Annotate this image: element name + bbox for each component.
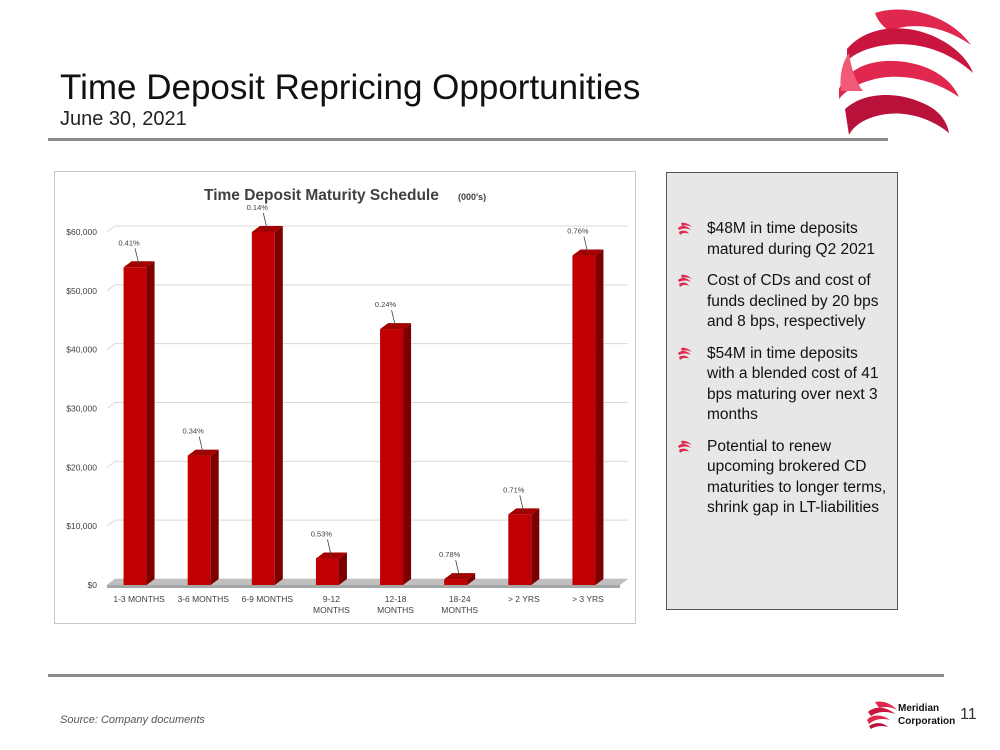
- bar-side: [146, 261, 155, 585]
- y-tick-label: $10,000: [66, 521, 97, 531]
- gridline: [106, 284, 628, 292]
- summary-bullet-4: Potential to renew upcoming brokered CD …: [677, 437, 887, 519]
- bar-front: [572, 255, 596, 585]
- data-label: 0.41%: [118, 238, 140, 247]
- summary-panel: $48M in time deposits matured during Q2 …: [666, 172, 898, 610]
- bar-front: [508, 514, 532, 585]
- x-tick-label: MONTHS: [377, 605, 414, 615]
- bar-front: [315, 558, 339, 585]
- summary-bullet-2: Cost of CDs and cost of funds declined b…: [677, 271, 887, 333]
- y-tick-label: $60,000: [66, 227, 97, 237]
- summary-bullet-text: Cost of CDs and cost of funds declined b…: [707, 272, 879, 330]
- data-label-leader: [583, 236, 589, 254]
- data-label: 0.34%: [183, 427, 205, 436]
- summary-bullet-1: $48M in time deposits matured during Q2 …: [677, 219, 887, 260]
- summary-bullet-text: Potential to renew upcoming brokered CD …: [707, 437, 887, 517]
- bar-front: [187, 455, 211, 585]
- x-tick-label: 1-3 MONTHS: [113, 594, 165, 604]
- chart-title: Time Deposit Maturity Schedule: [204, 187, 439, 204]
- bar-side: [467, 573, 476, 585]
- summary-bullet-text: $48M in time deposits matured during Q2 …: [707, 220, 876, 258]
- page-title: Time Deposit Repricing Opportunities: [60, 68, 641, 107]
- x-tick-label: 3-6 MONTHS: [177, 594, 229, 604]
- data-label: 0.53%: [311, 530, 333, 539]
- footer-company-line2: Corporation: [898, 716, 956, 727]
- page-subtitle: June 30, 2021: [60, 108, 187, 130]
- bar-side: [274, 226, 283, 585]
- data-label-leader: [327, 539, 332, 557]
- bar-front: [444, 579, 468, 585]
- y-tick-label: $20,000: [66, 462, 97, 472]
- x-tick-label: 18-24: [449, 594, 471, 604]
- bar-side: [338, 552, 347, 585]
- footer-company-name: Meridian Corporation: [898, 702, 955, 728]
- y-tick-label: $40,000: [66, 345, 97, 355]
- maturity-chart: Time Deposit Maturity Schedule (000's) $…: [54, 171, 636, 624]
- meridian-logo-icon: [839, 9, 973, 135]
- y-tick-label: $0: [88, 580, 98, 590]
- bar-side: [531, 508, 540, 585]
- x-tick-label: MONTHS: [441, 605, 478, 615]
- x-tick-label: 12-18: [385, 594, 407, 604]
- gridline: [106, 460, 628, 468]
- data-label-leader: [455, 560, 461, 578]
- gridline: [106, 402, 628, 409]
- data-label: 0.71%: [503, 485, 525, 494]
- x-tick-label: 6-9 MONTHS: [242, 594, 294, 604]
- summary-bullets: $48M in time deposits matured during Q2 …: [667, 173, 897, 519]
- bar-side: [403, 323, 412, 585]
- title-rule: [48, 138, 888, 141]
- data-label: 0.76%: [567, 227, 589, 236]
- data-label: 0.78%: [439, 550, 461, 559]
- data-label: 0.14%: [247, 203, 269, 212]
- chart-svg: Time Deposit Maturity Schedule (000's) $…: [66, 187, 628, 615]
- gridline: [106, 225, 628, 233]
- bar-front: [123, 267, 147, 585]
- bar-side: [595, 249, 604, 585]
- data-label-leader: [134, 248, 140, 266]
- data-label-leader: [262, 212, 268, 231]
- bullet-swirl-icon: [678, 274, 692, 287]
- summary-bullet-3: $54M in time deposits with a blended cos…: [677, 344, 887, 426]
- footer-company-line1: Meridian: [898, 703, 940, 714]
- gridline: [106, 519, 628, 527]
- bottom-rule: [48, 674, 944, 677]
- source-note: Source: Company documents: [60, 714, 205, 726]
- bar-side: [210, 449, 219, 585]
- gridline: [106, 343, 628, 351]
- data-label-leader: [198, 436, 204, 454]
- bar-front: [380, 329, 404, 585]
- bullet-swirl-icon: [678, 440, 692, 453]
- data-label-leader: [391, 309, 396, 328]
- summary-bullet-text: $54M in time deposits with a blended cos…: [707, 344, 879, 424]
- x-tick-label: > 3 YRS: [572, 594, 604, 604]
- x-tick-label: MONTHS: [313, 605, 350, 615]
- page-number: 11: [960, 706, 977, 723]
- chart-floor-edge: [107, 585, 620, 588]
- chart-floor: [107, 579, 628, 585]
- chart-title-suffix: (000's): [458, 192, 486, 202]
- data-label: 0.24%: [375, 300, 397, 309]
- bullet-swirl-icon: [678, 222, 692, 235]
- y-tick-label: $50,000: [66, 286, 97, 296]
- bullet-swirl-icon: [678, 347, 692, 360]
- bar-front: [251, 232, 275, 585]
- x-tick-label: 9-12: [323, 594, 340, 604]
- footer-logo-icon: [867, 701, 897, 729]
- y-tick-label: $30,000: [66, 404, 97, 414]
- x-tick-label: > 2 YRS: [508, 594, 540, 604]
- data-label-leader: [519, 495, 525, 513]
